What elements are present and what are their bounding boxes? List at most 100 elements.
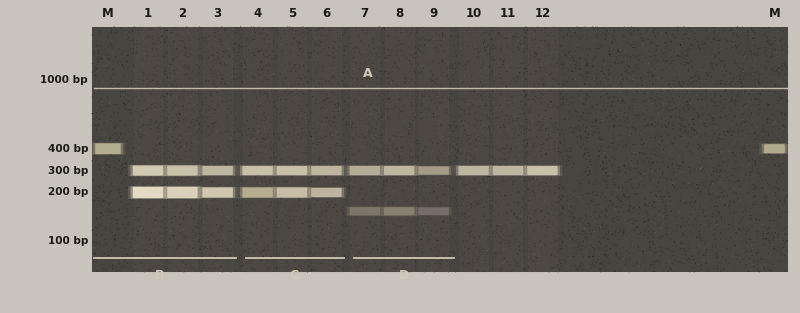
Point (709, 99, 722, 104)
Point (608, 124, 621, 129)
Point (499, 124, 512, 129)
Point (324, 264, 337, 269)
Point (238, 254, 250, 259)
Point (295, 193, 308, 198)
Point (135, 113, 148, 118)
Point (701, 259, 714, 264)
Point (650, 43, 663, 48)
Point (779, 64, 792, 69)
Point (294, 243, 306, 248)
Point (690, 260, 702, 265)
Point (139, 178, 152, 183)
Point (412, 240, 425, 245)
Point (597, 220, 610, 225)
Point (707, 29, 720, 34)
Point (216, 269, 229, 275)
Point (174, 211, 186, 216)
Point (453, 259, 466, 264)
Point (216, 221, 229, 226)
Point (737, 43, 750, 48)
Point (646, 61, 658, 66)
Point (151, 213, 164, 218)
Point (615, 139, 628, 144)
Point (326, 133, 338, 138)
Point (255, 31, 268, 36)
Point (156, 67, 169, 72)
Point (758, 147, 770, 152)
Point (486, 37, 498, 42)
Point (462, 127, 474, 132)
Point (470, 245, 482, 250)
Point (594, 134, 606, 139)
Point (382, 233, 395, 238)
Point (177, 168, 190, 173)
Point (218, 28, 231, 33)
Point (486, 143, 498, 148)
Point (549, 122, 562, 127)
Point (278, 64, 291, 69)
Point (335, 96, 348, 101)
Point (686, 127, 698, 132)
Point (770, 172, 782, 177)
Point (430, 84, 442, 89)
Point (563, 35, 576, 40)
Point (409, 180, 422, 185)
Point (422, 62, 434, 67)
Point (303, 203, 316, 208)
Point (342, 203, 354, 208)
Point (345, 64, 358, 69)
Point (551, 41, 564, 46)
Point (710, 254, 723, 259)
Point (527, 38, 540, 43)
Point (660, 58, 673, 63)
Point (435, 181, 448, 186)
Point (556, 156, 569, 162)
Point (674, 108, 687, 113)
Point (474, 65, 487, 70)
Point (741, 232, 754, 237)
Point (474, 232, 487, 237)
Point (721, 262, 734, 267)
Point (414, 110, 427, 115)
Point (646, 168, 658, 173)
Point (168, 141, 181, 146)
Point (774, 198, 786, 203)
Point (778, 129, 790, 134)
Point (226, 254, 239, 259)
Point (682, 27, 695, 32)
Point (265, 171, 278, 176)
Point (317, 38, 330, 43)
Point (182, 70, 195, 75)
Point (699, 220, 712, 225)
Point (753, 145, 766, 150)
Point (711, 136, 724, 141)
Point (546, 203, 559, 208)
Point (264, 256, 277, 261)
Point (94, 120, 106, 125)
Point (206, 159, 218, 164)
Point (215, 63, 228, 68)
Point (502, 55, 515, 60)
Point (758, 45, 771, 50)
Point (611, 217, 624, 222)
Point (720, 150, 733, 155)
Point (218, 38, 230, 43)
Point (710, 200, 722, 205)
Point (510, 228, 522, 233)
Point (546, 123, 558, 128)
Point (203, 155, 216, 160)
Point (518, 95, 531, 100)
Point (397, 125, 410, 130)
Point (387, 180, 400, 185)
Point (158, 38, 171, 44)
Point (221, 112, 234, 117)
Point (234, 192, 247, 198)
Point (321, 199, 334, 204)
Point (385, 80, 398, 85)
Point (324, 154, 337, 159)
Point (258, 212, 271, 217)
Point (314, 57, 326, 62)
Point (140, 219, 153, 224)
Point (215, 250, 228, 255)
Point (112, 192, 125, 197)
